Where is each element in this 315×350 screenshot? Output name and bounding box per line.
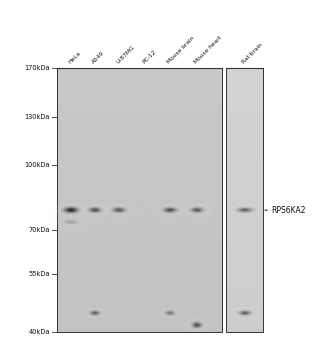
Bar [226, 68, 263, 332]
Text: 55kDa: 55kDa [28, 271, 50, 277]
Text: A549: A549 [91, 51, 106, 65]
Text: U-87MG: U-87MG [116, 45, 136, 65]
Text: PC-12: PC-12 [141, 49, 157, 65]
Text: 130kDa: 130kDa [25, 114, 50, 120]
Text: Mouse brain: Mouse brain [166, 36, 196, 65]
Text: Rat brain: Rat brain [241, 43, 263, 65]
Text: 170kDa: 170kDa [24, 65, 50, 71]
Text: RPS6KA2: RPS6KA2 [271, 206, 306, 215]
Text: 70kDa: 70kDa [28, 227, 50, 233]
Text: Mouse heart: Mouse heart [193, 35, 223, 65]
Text: 40kDa: 40kDa [28, 329, 50, 335]
Text: HeLa: HeLa [67, 51, 82, 65]
Text: 100kDa: 100kDa [24, 162, 50, 168]
Bar [57, 68, 222, 332]
